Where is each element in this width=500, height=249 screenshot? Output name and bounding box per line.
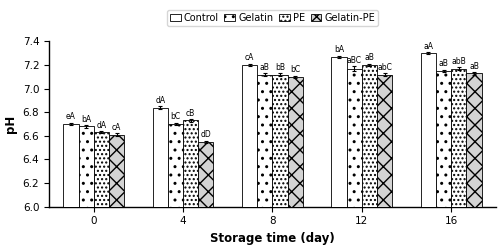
Text: aB: aB — [260, 63, 270, 72]
Text: bA: bA — [81, 115, 91, 124]
Bar — [94, 132, 109, 207]
Bar — [451, 69, 466, 207]
Text: aB: aB — [364, 53, 374, 62]
Text: aBC: aBC — [346, 56, 362, 65]
Text: dD: dD — [200, 130, 211, 139]
Legend: Control, Gelatin, PE, Gelatin-PE: Control, Gelatin, PE, Gelatin-PE — [167, 10, 378, 26]
Bar — [258, 74, 272, 207]
Bar — [64, 124, 78, 207]
Bar — [109, 135, 124, 207]
Text: dA: dA — [156, 96, 166, 105]
Bar — [152, 108, 168, 207]
Bar — [288, 77, 303, 207]
Bar — [466, 73, 481, 207]
Bar — [198, 142, 214, 207]
Text: abC: abC — [377, 63, 392, 72]
Bar — [168, 124, 183, 207]
Text: abB: abB — [452, 57, 466, 66]
Text: dA: dA — [96, 121, 106, 129]
Bar — [183, 121, 198, 207]
Text: bB: bB — [275, 63, 285, 72]
Text: cA: cA — [112, 123, 121, 132]
Text: aB: aB — [438, 59, 448, 68]
Bar — [377, 74, 392, 207]
Text: eA: eA — [66, 112, 76, 121]
Bar — [332, 57, 346, 207]
Text: aA: aA — [424, 42, 434, 51]
Bar — [436, 71, 451, 207]
Bar — [242, 65, 258, 207]
Y-axis label: pH: pH — [4, 115, 17, 133]
Text: cB: cB — [186, 109, 196, 118]
Bar — [78, 126, 94, 207]
Bar — [362, 65, 377, 207]
Text: aB: aB — [469, 62, 479, 71]
Bar — [272, 74, 287, 207]
Bar — [421, 53, 436, 207]
Text: bA: bA — [334, 45, 344, 54]
Text: bC: bC — [290, 65, 300, 74]
Text: cA: cA — [245, 53, 254, 62]
Bar — [346, 69, 362, 207]
X-axis label: Storage time (day): Storage time (day) — [210, 232, 335, 245]
Text: bC: bC — [170, 112, 180, 121]
